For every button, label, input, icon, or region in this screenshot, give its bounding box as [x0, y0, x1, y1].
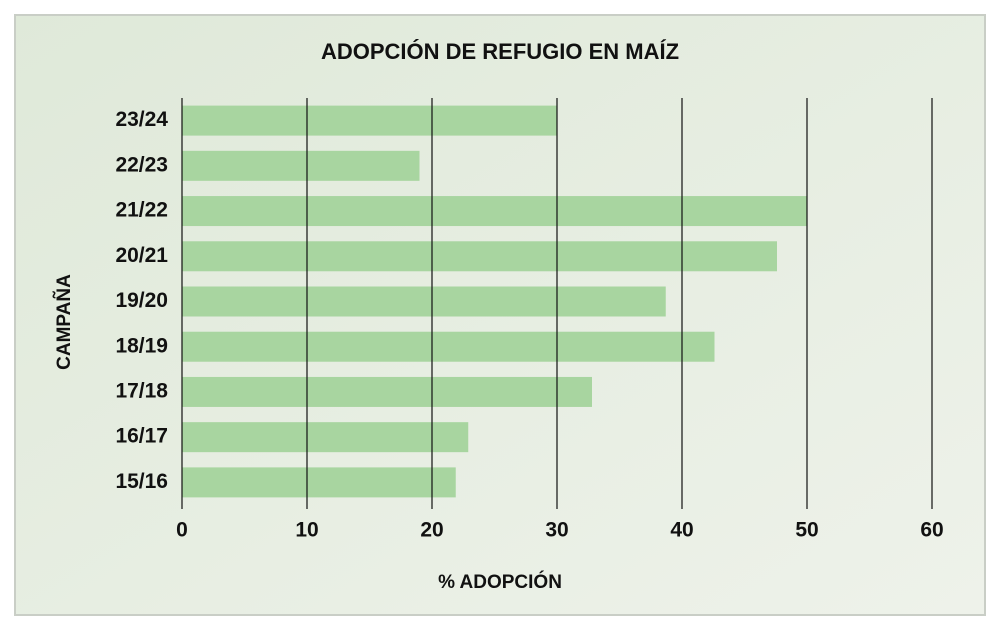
x-tick-label: 60 — [920, 519, 943, 542]
x-tick-label: 0 — [176, 519, 188, 542]
bar — [182, 241, 777, 272]
y-tick-label: 19/20 — [115, 289, 168, 312]
bar — [182, 105, 557, 136]
y-tick-label: 21/22 — [115, 199, 168, 222]
bar — [182, 467, 456, 498]
y-tick-label: 20/21 — [115, 244, 168, 267]
y-axis-label: CAMPAÑA — [53, 274, 75, 370]
x-tick-label: 10 — [295, 519, 318, 542]
x-axis-label: % ADOPCIÓN — [438, 571, 562, 593]
bar — [182, 422, 469, 453]
y-tick-label: 15/16 — [115, 470, 168, 493]
bar — [182, 150, 420, 181]
y-tick-label: 18/19 — [115, 334, 168, 357]
bar — [182, 331, 715, 362]
x-tick-label: 40 — [670, 519, 693, 542]
bar — [182, 286, 666, 317]
y-tick-label: 16/17 — [115, 425, 168, 448]
y-tick-label: 22/23 — [115, 153, 168, 176]
x-tick-label: 50 — [795, 519, 818, 542]
chart-title: ADOPCIÓN DE REFUGIO EN MAÍZ — [321, 39, 679, 64]
y-tick-label: 17/18 — [115, 379, 168, 402]
bar — [182, 376, 592, 407]
x-tick-label: 30 — [545, 519, 568, 542]
bar — [182, 196, 807, 227]
x-tick-label: 20 — [420, 519, 443, 542]
y-tick-label: 23/24 — [115, 108, 168, 131]
